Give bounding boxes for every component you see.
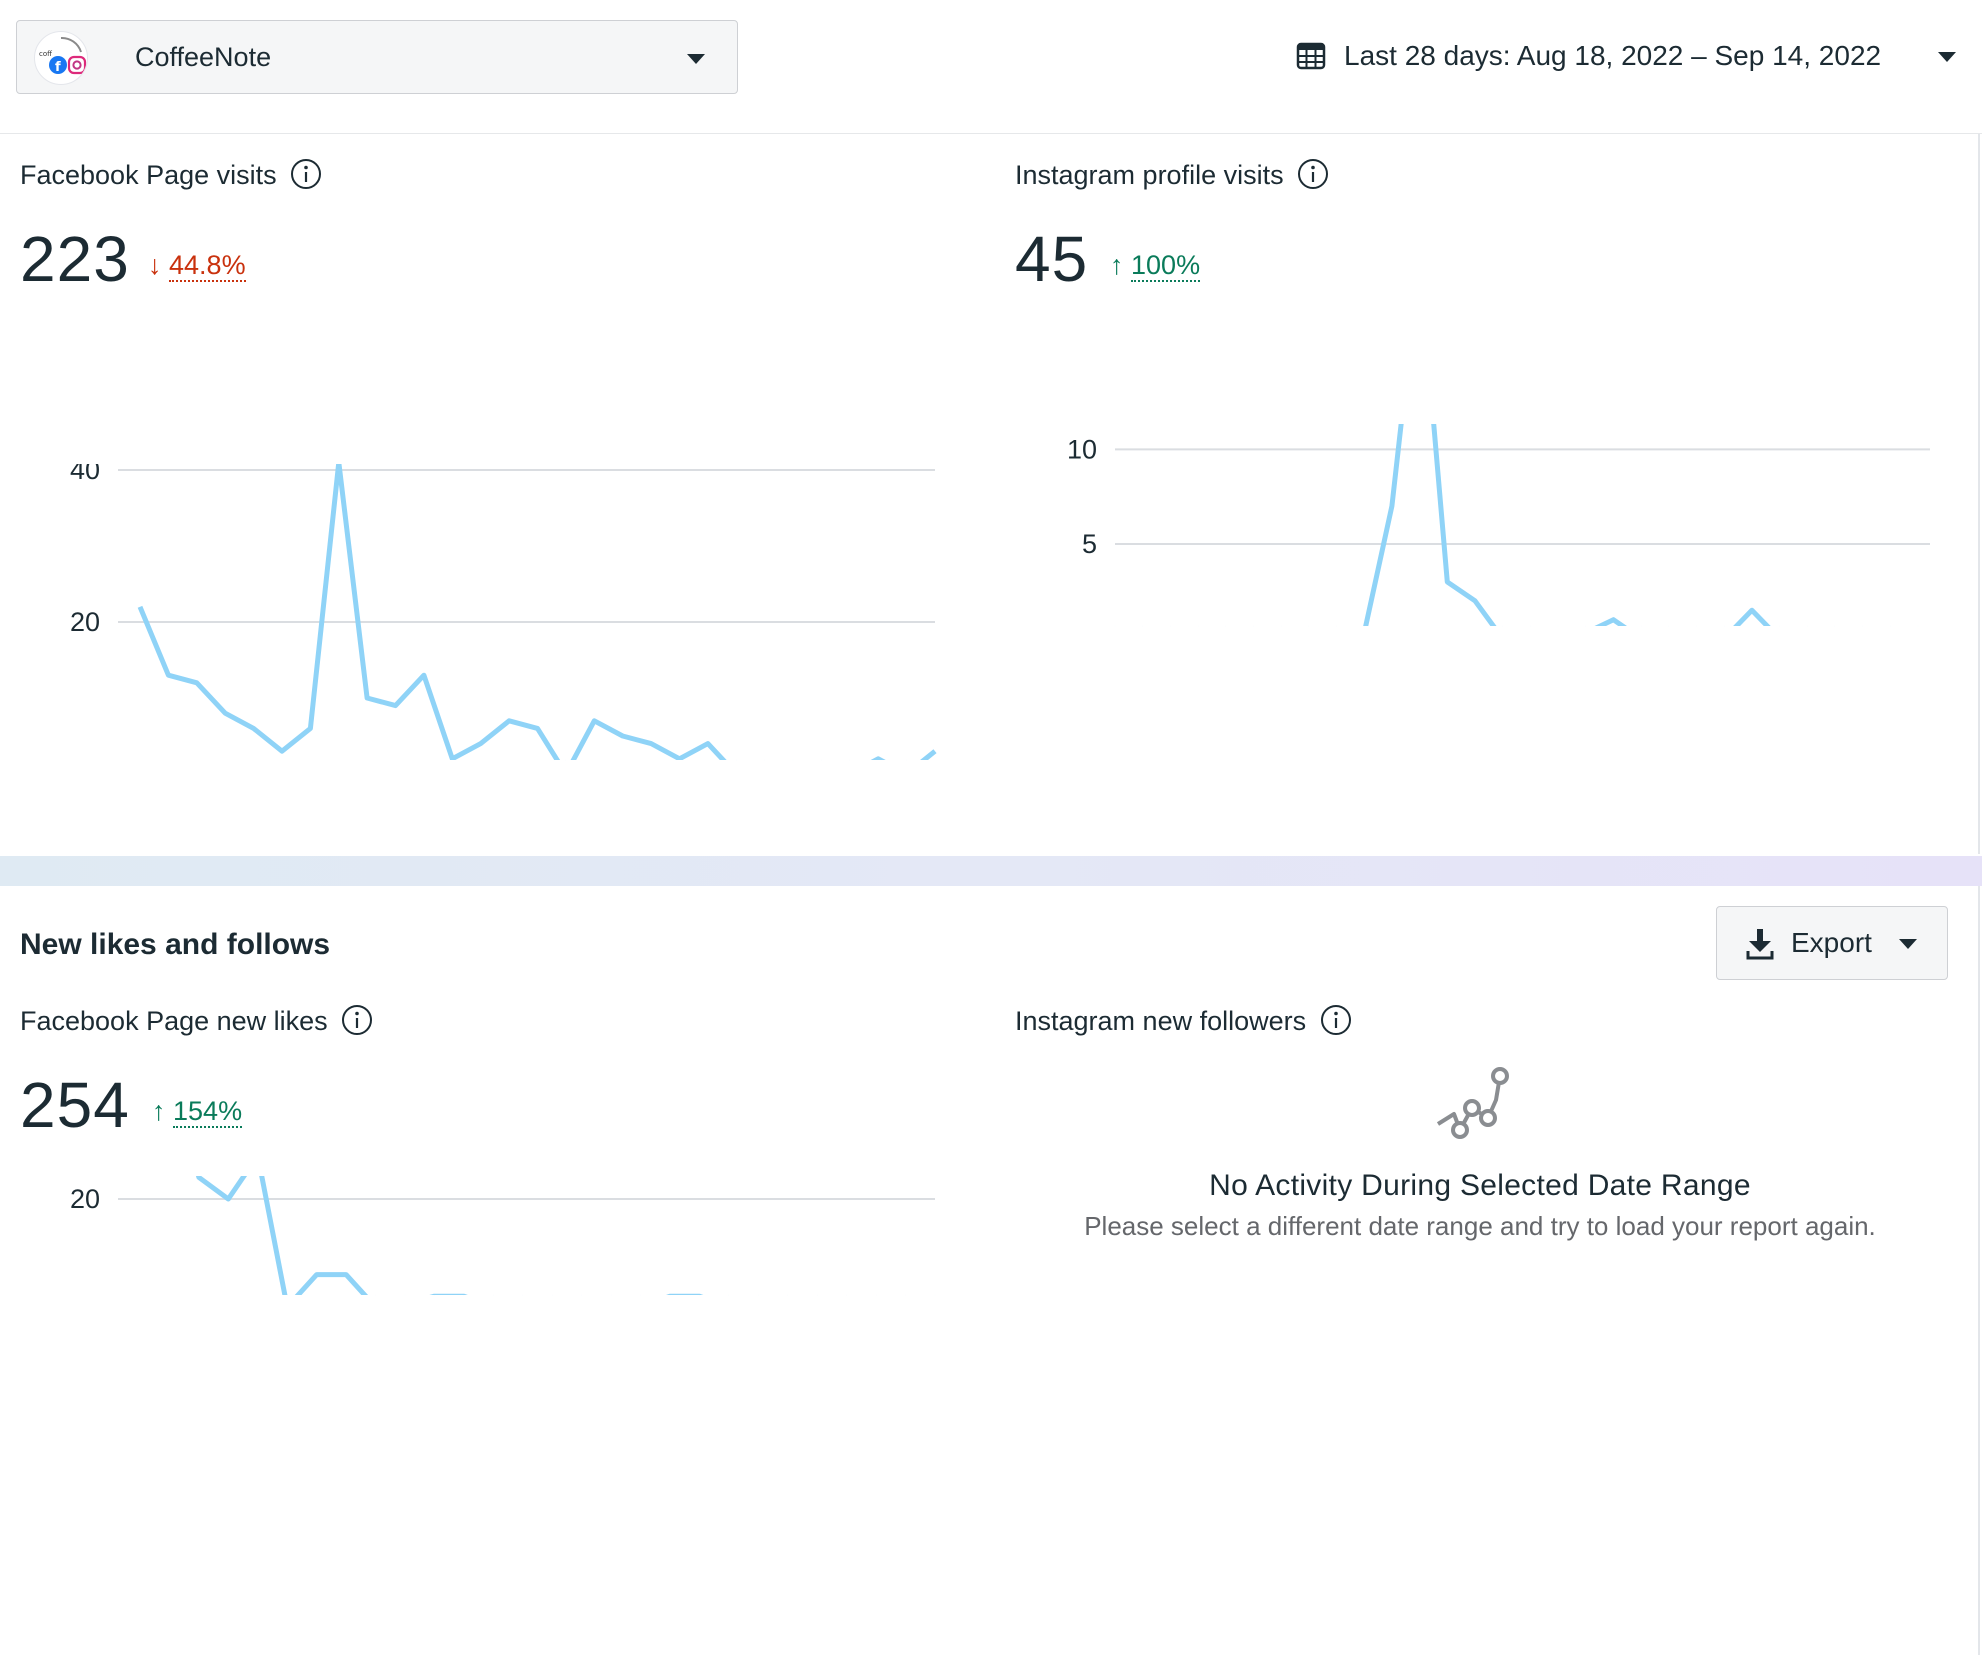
account-avatar: coff f (34, 31, 88, 85)
calendar-icon (1296, 42, 1326, 70)
info-icon[interactable] (1320, 1004, 1352, 1036)
top-bar: coff f CoffeeNote Last 28 days: Aug 18, … (0, 0, 1982, 134)
arrow-down-icon: ↓ (148, 250, 162, 280)
likes-follows-card: New likes and follows Export Facebook Pa… (0, 886, 1980, 1655)
facebook-page-new-likes-delta: ↑ 154% (152, 1096, 243, 1128)
date-range-label: Last 28 days: Aug 18, 2022 – Sep 14, 202… (1344, 40, 1882, 71)
visits-card: Facebook Page visits 223 ↓ 44.8% Instagr… (0, 134, 1980, 854)
series-line (137, 464, 937, 760)
account-logo-icon: coff f (39, 36, 87, 75)
chevron-down-icon (687, 54, 705, 64)
delta-percent: 44.8% (169, 250, 246, 282)
instagram-new-followers-title: Instagram new followers (1015, 1004, 1352, 1039)
arrow-up-icon: ↑ (1110, 250, 1124, 280)
empty-state: No Activity During Selected Date Range P… (1010, 1066, 1950, 1242)
delta-percent: 154% (173, 1096, 243, 1128)
download-icon (1746, 929, 1774, 960)
metric-title-text: Facebook Page new likes (20, 1006, 328, 1036)
instagram-profile-visits-value: 45 (1015, 223, 1089, 295)
metric-title-text: Instagram profile visits (1015, 160, 1284, 190)
export-label: Export (1791, 927, 1872, 958)
y-tick-label: 10 (1067, 434, 1097, 464)
series-line (195, 1176, 704, 1295)
y-tick-label: 20 (70, 607, 100, 637)
facebook-page-visits-title: Facebook Page visits (20, 158, 322, 193)
y-tick-label: 5 (1082, 529, 1097, 559)
facebook-page-visits-value: 223 (20, 223, 130, 295)
y-tick-label: 40 (70, 464, 100, 485)
line-chart-icon (1436, 1067, 1509, 1139)
info-icon[interactable] (290, 158, 322, 190)
empty-state-subtitle: Please select a different date range and… (1084, 1211, 1876, 1241)
export-button[interactable]: Export (1716, 906, 1948, 980)
info-icon[interactable] (1297, 158, 1329, 190)
y-tick-label: 20 (70, 1184, 100, 1214)
account-selector[interactable]: coff f CoffeeNote (16, 20, 738, 94)
series-line (1363, 424, 1771, 626)
instagram-profile-visits-title: Instagram profile visits (1015, 158, 1329, 193)
account-logo-text: coff (39, 50, 52, 58)
chevron-down-icon (1899, 939, 1917, 949)
facebook-page-new-likes-title: Facebook Page new likes (20, 1004, 373, 1039)
instagram-profile-visits-delta: ↑ 100% (1110, 250, 1201, 282)
empty-state-title: No Activity During Selected Date Range (1209, 1169, 1751, 1202)
facebook-page-visits-delta: ↓ 44.8% (148, 250, 246, 282)
date-range-picker[interactable]: Last 28 days: Aug 18, 2022 – Sep 14, 202… (1296, 28, 1956, 88)
facebook-page-new-likes-value: 254 (20, 1069, 130, 1141)
facebook-page-new-likes-chart: 204060 (70, 1176, 936, 1296)
metric-title-text: Facebook Page visits (20, 160, 277, 190)
instagram-profile-visits-chart: 5101520 (1067, 424, 1930, 627)
info-icon[interactable] (341, 1004, 373, 1036)
metric-title-text: Instagram new followers (1015, 1006, 1307, 1036)
account-name: CoffeeNote (135, 42, 272, 72)
delta-percent: 100% (1131, 250, 1201, 282)
section-title: New likes and follows (20, 928, 331, 961)
section-divider (0, 856, 1982, 886)
svg-text:f: f (55, 60, 61, 75)
arrow-up-icon: ↑ (152, 1096, 166, 1126)
chevron-down-icon (1938, 52, 1956, 62)
